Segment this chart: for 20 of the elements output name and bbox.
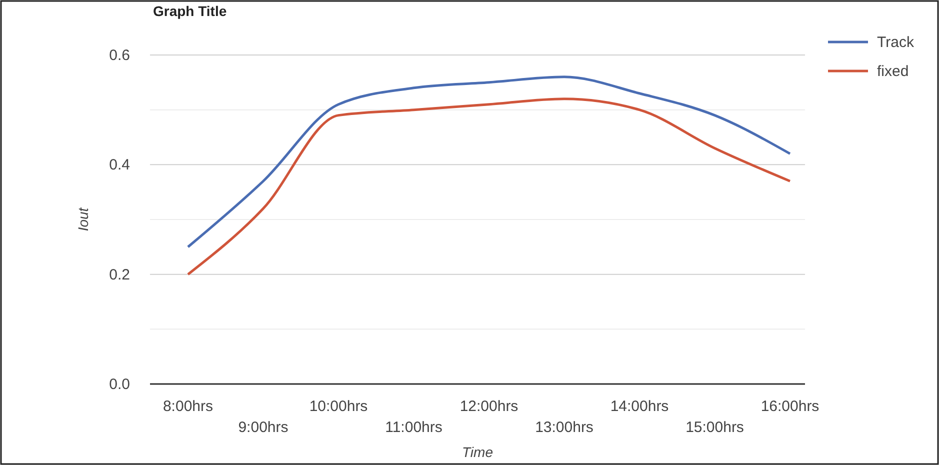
x-tick-label: 14:00hrs (610, 398, 669, 415)
legend-label: Track (877, 34, 914, 51)
chart-title: Graph Title (153, 3, 227, 19)
x-tick-label: 12:00hrs (460, 398, 518, 415)
x-axis-title: Time (462, 444, 494, 460)
x-tick-label: 16:00hrs (760, 398, 820, 415)
y-axis-title: Iout (75, 206, 91, 232)
x-tick-label: 15:00hrs (686, 419, 744, 436)
x-tick-label: 8:00hrs (162, 398, 214, 415)
legend-label: fixed (877, 63, 909, 80)
y-tick-label: 0.4 (109, 156, 130, 174)
line-series (186, 76, 792, 248)
x-tick-label: 9:00hrs (238, 419, 288, 436)
y-tick-label: 0.0 (109, 376, 130, 393)
x-tick-label: 10:00hrs (309, 398, 368, 415)
x-tick-label: 13:00hrs (535, 419, 594, 436)
x-tick-label: 11:00hrs (385, 419, 442, 436)
line-series (186, 98, 792, 276)
y-tick-label: 0.6 (109, 47, 130, 64)
y-tick-label: 0.2 (109, 266, 130, 284)
